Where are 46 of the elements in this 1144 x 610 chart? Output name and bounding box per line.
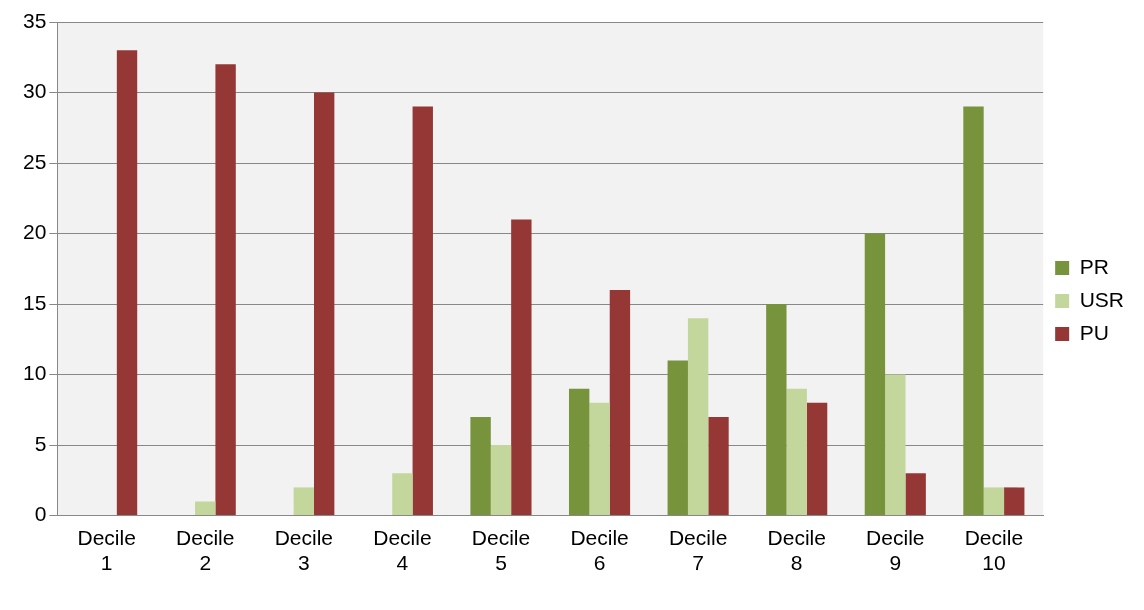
bar xyxy=(786,388,807,516)
x-tick-label: Decile 4 xyxy=(373,526,432,575)
bar xyxy=(195,501,216,516)
x-tick-label: Decile 9 xyxy=(866,526,925,575)
x-tick-label: Decile 1 xyxy=(77,526,136,575)
y-tick-label: 35 xyxy=(23,8,47,32)
y-tick-label: 0 xyxy=(34,502,47,526)
bar xyxy=(490,445,512,516)
bar xyxy=(963,106,984,516)
bar xyxy=(806,402,828,516)
y-tick-label: 30 xyxy=(23,79,47,103)
bar xyxy=(667,360,688,516)
bar xyxy=(864,233,886,516)
bar xyxy=(511,219,532,516)
bar xyxy=(885,374,906,516)
bar xyxy=(293,487,314,516)
y-tick-label: 5 xyxy=(34,431,47,455)
y-tick-label: 15 xyxy=(23,290,47,314)
bar xyxy=(983,487,1005,516)
bar xyxy=(470,416,491,516)
bar xyxy=(116,50,138,516)
x-tick-label: Decile 8 xyxy=(767,526,826,575)
legend-label: PU xyxy=(1079,320,1109,344)
x-tick-label: Decile 3 xyxy=(274,526,333,575)
legend-label: USR xyxy=(1079,287,1125,311)
x-tick-label: Decile 2 xyxy=(176,526,235,575)
bar xyxy=(215,64,236,516)
bar xyxy=(609,289,631,516)
bar xyxy=(314,92,335,516)
y-tick-label: 10 xyxy=(23,361,47,385)
bar xyxy=(687,318,709,516)
bar xyxy=(568,388,590,516)
y-tick-label: 20 xyxy=(23,220,47,244)
y-tick-label: 25 xyxy=(23,149,47,173)
bar xyxy=(589,402,610,516)
x-tick-label: Decile 5 xyxy=(471,526,531,575)
x-tick-label: Decile 7 xyxy=(668,526,728,575)
x-tick-label: Decile 6 xyxy=(570,526,629,575)
legend-label: PR xyxy=(1079,254,1109,278)
bar xyxy=(412,106,433,516)
bar xyxy=(766,304,787,516)
bar xyxy=(1004,487,1025,516)
x-tick-label: Decile 10 xyxy=(964,526,1024,575)
bar xyxy=(708,416,729,516)
bar xyxy=(905,473,926,516)
bar xyxy=(392,473,413,516)
